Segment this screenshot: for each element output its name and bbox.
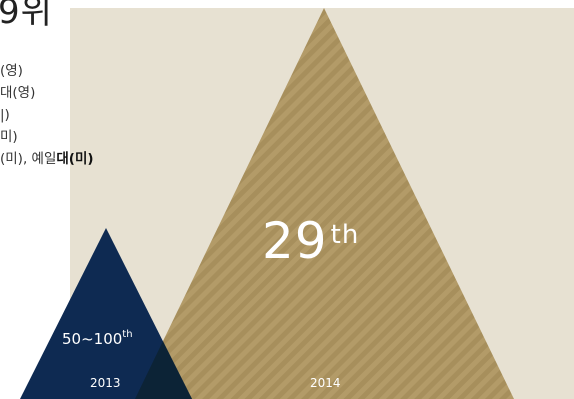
university-list: (영) 대(영) |) 미) (미), 예일대(미) [0, 60, 94, 170]
year-2013-label: 2013 [90, 376, 121, 390]
triangle-2014 [135, 8, 514, 399]
rank-2013-suffix: th [122, 329, 133, 340]
rank-2014-suffix: th [330, 220, 360, 250]
list-item: 미) [0, 126, 94, 148]
list-item: (미), 예일대(미) [0, 148, 94, 170]
year-2014-label: 2014 [310, 376, 341, 390]
page-title: 9위 [0, 0, 53, 32]
list-item-highlight: 대(미) [56, 151, 94, 167]
list-item: (영) [0, 60, 94, 82]
triangle-2013 [20, 228, 192, 399]
list-item-text: |) [0, 107, 10, 123]
list-item: |) [0, 104, 94, 126]
rank-2013: 50~100th [62, 329, 133, 348]
list-item: 대(영) [0, 82, 94, 104]
list-item-text: (미), 예일 [0, 151, 57, 167]
list-item-text: 미) [0, 129, 18, 145]
list-item-text: 대(영) [0, 85, 36, 101]
rank-2013-value: 50~100 [62, 330, 123, 348]
list-item-text: (영) [0, 63, 23, 79]
rank-2014-value: 29 [262, 212, 328, 270]
